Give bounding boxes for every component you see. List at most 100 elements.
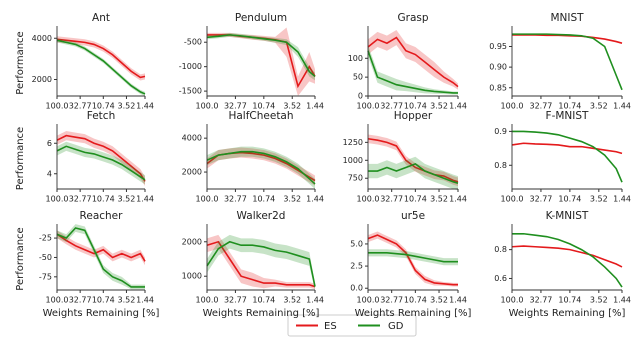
y-tick-label: 0.6 — [494, 274, 507, 283]
std-band — [368, 30, 458, 90]
x-tick-label: 3.52 — [283, 195, 301, 204]
legend-label: ES — [324, 321, 337, 332]
std-band — [207, 234, 315, 290]
subplot-title: Pendulum — [235, 12, 287, 24]
subplot-title: Grasp — [397, 12, 428, 24]
x-tick-label: 32.77 — [69, 102, 92, 111]
x-tick-label: 32.77 — [224, 296, 247, 305]
x-tick-label: 1.44 — [306, 195, 324, 204]
y-tick-label: -1000 — [179, 62, 202, 71]
x-tick-label: 32.77 — [69, 296, 92, 305]
series-line — [56, 145, 146, 181]
subplot: HalfCheetah 2000 4000 100.0 32.77 10.74 3.52 1.… — [182, 110, 324, 204]
series-line — [512, 33, 623, 91]
x-tick-label: 3.52 — [430, 102, 448, 111]
x-tick-label: 32.77 — [380, 102, 403, 111]
std-band — [57, 230, 145, 266]
x-tick-label: 3.52 — [283, 296, 301, 305]
x-tick-label: 3.52 — [590, 195, 608, 204]
axis-spine — [206, 224, 315, 291]
x-tick-label: 32.77 — [380, 195, 403, 204]
subplot-title: ur5e — [401, 210, 425, 222]
subplot: MNIST 0.85 0.90 0.95 100.0 32.77 10.74 3.52 1.44 — [489, 12, 631, 111]
x-tick-label: 3.52 — [118, 102, 136, 111]
x-tick-label: 100.0 — [357, 195, 380, 204]
x-tick-label: 10.74 — [558, 296, 581, 305]
series-line — [367, 50, 458, 94]
y-tick-label: 50 — [353, 73, 363, 82]
x-tick-label: 10.74 — [252, 195, 275, 204]
x-tick-label: 32.77 — [224, 102, 247, 111]
series-line — [512, 34, 623, 44]
x-tick-label: 32.77 — [69, 195, 92, 204]
axis-spine — [367, 224, 458, 291]
axis-spine — [56, 224, 145, 291]
y-tick-label: 4 — [47, 169, 52, 178]
series-line — [206, 34, 316, 78]
y-tick-label: 0 — [358, 92, 363, 101]
y-tick-label: 5.0 — [350, 239, 363, 248]
x-tick-label: 1.44 — [306, 102, 324, 111]
x-tick-label: 32.77 — [529, 102, 552, 111]
x-axis-label: Weights Remaining [%] — [43, 308, 160, 319]
x-tick-label: 10.74 — [404, 296, 427, 305]
axis-spine — [367, 124, 458, 190]
y-tick-label: 4000 — [32, 34, 52, 43]
x-tick-label: 1.44 — [449, 102, 467, 111]
x-tick-label: 3.52 — [590, 102, 608, 111]
x-tick-label: 1.44 — [136, 296, 154, 305]
std-band — [57, 38, 145, 96]
y-tick-label: 1250 — [343, 138, 363, 147]
subplot: Pendulum -1500 -1000 -500 100.0 32.77 10.74 3.5… — [179, 12, 324, 111]
x-tick-label: 3.52 — [118, 296, 136, 305]
y-tick-label: 0.85 — [489, 83, 507, 92]
subplot-title: HalfCheetah — [228, 110, 293, 122]
x-tick-label: 10.74 — [404, 195, 427, 204]
x-tick-label: 10.74 — [404, 102, 427, 111]
x-tick-label: 100.0 — [196, 102, 219, 111]
x-axis-label: Weights Remaining [%] — [509, 308, 626, 319]
x-tick-label: 100.0 — [196, 296, 219, 305]
x-tick-label: 100.0 — [46, 296, 69, 305]
series-line — [206, 150, 316, 185]
legend: ES GD — [287, 314, 417, 337]
x-axis-label: Weights Remaining [%] — [203, 308, 320, 319]
std-band — [57, 141, 145, 185]
x-tick-label: 100.0 — [46, 102, 69, 111]
y-tick-label: 100 — [348, 54, 363, 63]
x-tick-label: 10.74 — [92, 296, 115, 305]
x-tick-label: 100.0 — [46, 195, 69, 204]
y-tick-label: 750 — [348, 174, 363, 183]
x-tick-label: 10.74 — [92, 102, 115, 111]
series-line — [206, 240, 316, 288]
x-tick-label: 3.52 — [430, 296, 448, 305]
subplot-title: Reacher — [80, 210, 124, 222]
y-tick-label: 1000 — [182, 272, 202, 281]
subplot: Reacher -75 -50 -25 100.0 32.77 10.74 3.52 1.44 P… — [15, 210, 160, 319]
series-line — [511, 245, 623, 268]
x-tick-label: 1.44 — [613, 195, 631, 204]
series-line — [56, 38, 146, 79]
y-tick-label: -500 — [184, 38, 202, 47]
y-tick-label: 0.8 — [494, 245, 507, 254]
x-tick-label: 3.52 — [430, 195, 448, 204]
series-line — [206, 240, 316, 287]
y-tick-label: 0.0 — [350, 284, 363, 293]
std-band — [207, 32, 315, 81]
x-tick-label: 100.0 — [501, 102, 524, 111]
subplot-title: MNIST — [550, 12, 584, 24]
subplot-title: Walker2d — [237, 210, 286, 222]
x-tick-label: 1.44 — [136, 195, 154, 204]
x-tick-label: 1.44 — [306, 296, 324, 305]
x-tick-label: 100.0 — [501, 296, 524, 305]
subplot: Hopper 750 1000 1250 100.0 32.77 10.74 3.52 1.44 — [343, 110, 467, 204]
subplot: K-MNIST 0.6 0.8 100.0 32.77 10.74 3.52 1.44 Weig… — [494, 210, 631, 319]
subplot: Walker2d 1000 2000 100.0 32.77 10.74 3.52 1.44 W… — [182, 210, 324, 319]
y-tick-label: 0.8 — [494, 161, 507, 170]
series-line — [512, 130, 623, 183]
axis-spine — [56, 26, 145, 97]
x-axis-label: Weights Remaining [%] — [355, 308, 472, 319]
series-line — [56, 227, 145, 288]
